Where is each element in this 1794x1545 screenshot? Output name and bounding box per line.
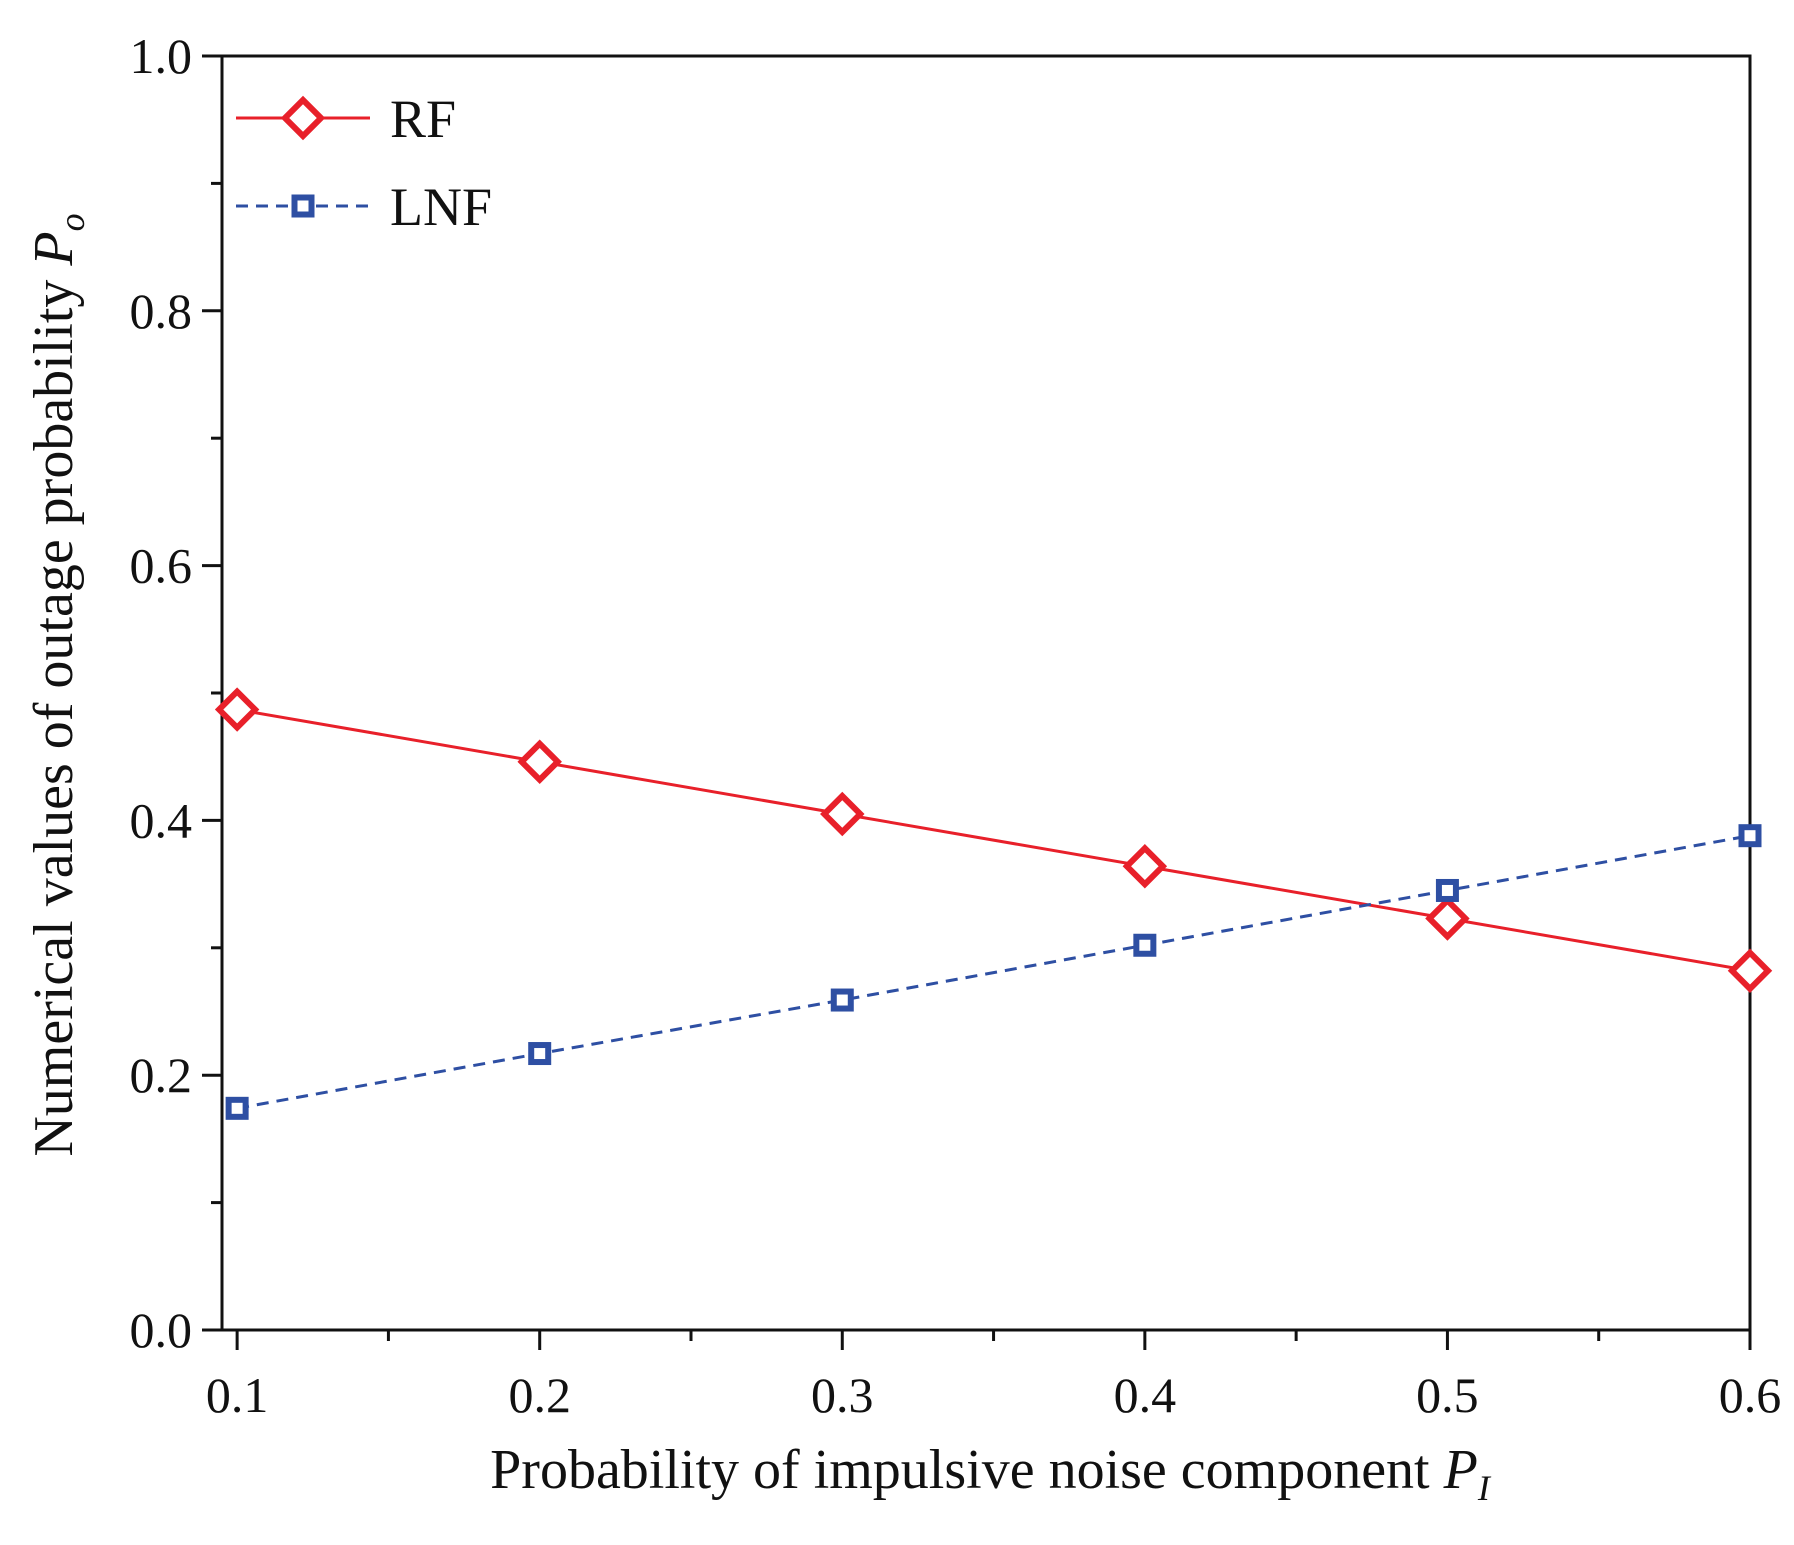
series-rf — [214, 687, 1773, 993]
x-tick-label: 0.3 — [811, 1367, 874, 1423]
x-tick-label: 0.4 — [1114, 1367, 1177, 1423]
axes: 0.1 0.2 0.3 0.4 0.5 0.6 0.0 0.2 0.4 0.6 0.8 1.0 — [130, 28, 1782, 1423]
series-lnf — [225, 824, 1762, 1120]
series-line-rf — [236, 708, 1751, 973]
y-axis-label-symbol: P — [23, 231, 85, 266]
y-tick-label: 0.6 — [130, 538, 193, 594]
x-axis-label-text: Probability of impulsive noise component — [490, 1439, 1430, 1501]
plot-frame — [220, 54, 1752, 1332]
y-tick-label: 0.4 — [130, 792, 193, 848]
x-axis-label: Probability of impulsive noise component… — [490, 1439, 1492, 1508]
x-tick-label: 0.1 — [206, 1367, 269, 1423]
data-point-lnf — [1435, 878, 1459, 902]
data-point-rf — [1122, 844, 1168, 889]
legend: RF LNF — [236, 89, 492, 237]
legend-item-lnf: LNF — [236, 177, 492, 237]
y-tick-label: 0.8 — [130, 283, 193, 339]
data-point-rf — [1727, 948, 1773, 993]
y-tick-label: 1.0 — [130, 28, 193, 84]
legend-label-lnf: LNF — [390, 177, 492, 237]
legend-marker-lnf — [291, 194, 315, 218]
x-tick-label: 0.2 — [508, 1367, 571, 1423]
data-point-lnf — [1133, 933, 1157, 957]
y-tick-label: 0.0 — [130, 1302, 193, 1358]
data-point-rf — [517, 739, 562, 785]
x-tick-label: 0.6 — [1719, 1367, 1782, 1423]
data-point-lnf — [1738, 824, 1762, 848]
data-point-rf — [820, 791, 865, 837]
data-point-lnf — [830, 988, 854, 1012]
x-tick-label: 0.5 — [1416, 1367, 1479, 1423]
data-point-rf — [214, 687, 260, 732]
data-point-lnf — [225, 1096, 249, 1120]
x-axis-label-symbol: P — [1443, 1439, 1478, 1501]
plot-series — [214, 687, 1773, 1120]
y-axis-label-text: Numerical values of outage probability — [23, 280, 85, 1157]
legend-item-rf: RF — [236, 89, 456, 149]
legend-marker-rf — [280, 95, 326, 141]
y-tick-label: 0.2 — [130, 1047, 193, 1103]
data-point-rf — [1425, 896, 1470, 941]
series-line-lnf — [236, 834, 1751, 1110]
y-axis-label: Numerical values of outage probability P… — [23, 213, 92, 1156]
x-axis-label-subscript: I — [1477, 1468, 1492, 1508]
y-axis-label-subscript: o — [52, 213, 92, 231]
data-point-lnf — [528, 1042, 552, 1066]
legend-label-rf: RF — [390, 89, 456, 149]
